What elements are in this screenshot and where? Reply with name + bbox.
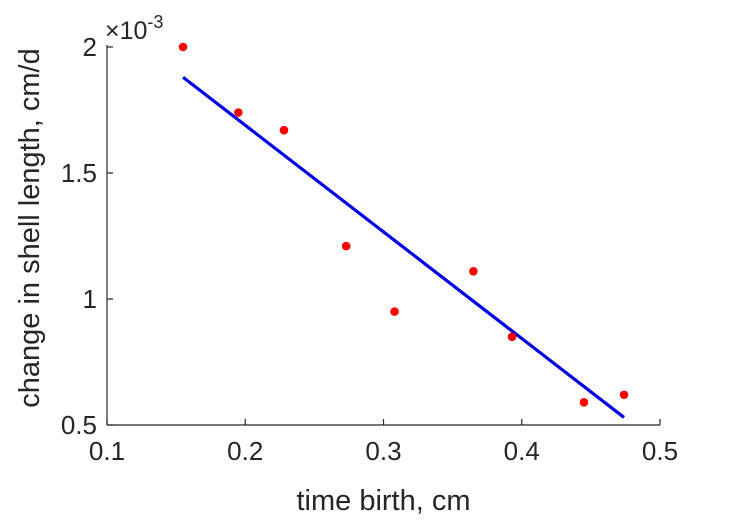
data-point <box>507 332 517 342</box>
fit-line <box>182 75 626 419</box>
data-point <box>469 266 478 276</box>
x-tick-label: 0.2 <box>227 436 263 466</box>
data-point <box>619 390 629 400</box>
y-axis-label: change in shell length, cm/d <box>14 48 46 408</box>
y-tick-label: 1 <box>83 284 97 314</box>
x-axis-label: time birth, cm <box>296 485 470 517</box>
y-tick-label: 1.5 <box>61 158 97 188</box>
data-point <box>341 241 351 251</box>
y-exponent-power: -3 <box>147 12 163 32</box>
data-point <box>178 42 188 52</box>
y-exponent-base: ×10 <box>105 17 147 45</box>
data-marks <box>178 42 629 419</box>
y-tick-label: 2 <box>83 32 97 62</box>
data-point <box>234 108 243 117</box>
data-point <box>579 398 589 407</box>
data-point <box>279 125 289 135</box>
tick-labels: 0.1 0.2 0.3 0.4 0.5 0.5 1 1.5 2 <box>61 32 678 466</box>
data-point <box>390 307 399 316</box>
x-tick-label: 0.3 <box>365 436 401 466</box>
x-tick-label: 0.5 <box>642 436 678 466</box>
x-tick-label: 0.4 <box>504 436 540 466</box>
x-tick-label: 0.1 <box>89 436 125 466</box>
y-tick-label: 0.5 <box>61 410 97 440</box>
axes <box>106 45 661 426</box>
y-exponent-label: ×10-3 <box>105 12 163 45</box>
